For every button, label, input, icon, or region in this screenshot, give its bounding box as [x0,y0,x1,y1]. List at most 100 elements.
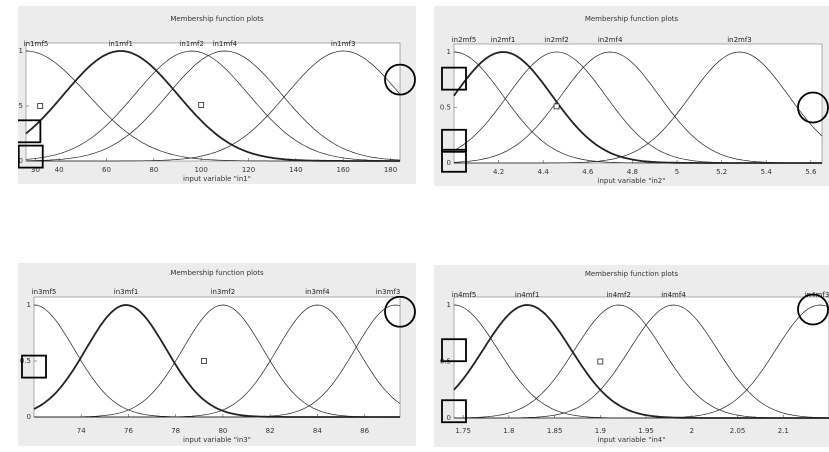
annotation-square [441,148,467,173]
series-line-in1mf3 [26,50,401,162]
y-tick-label: 0 [19,157,23,165]
x-tick-label: 80 [149,166,158,174]
series-line-in4mf2 [454,304,829,419]
series-label: in4mf1 [515,291,540,299]
y-tick-label: 0.5 [18,102,23,110]
x-tick-label: 84 [313,427,322,435]
chart-panel-2: Membership function plots 0 0.5 1 4.2 4.4 4.6 4… [434,6,829,186]
series-label: in1mf4 [213,40,238,48]
x-tick-label: 5.4 [761,168,773,176]
series-line-in1mf2 [25,50,401,162]
y-tick-label: 0.5 [20,357,31,365]
x-tick-label: 5 [675,168,679,176]
point-marker [198,102,205,108]
x-tick-label: 2 [690,427,694,435]
y-tick-label: 0 [27,413,31,421]
x-tick-label: 4.2 [493,168,504,176]
x-axis-label: input variable "in4" [598,436,666,444]
series-label: in2mf3 [727,36,752,44]
series-group [453,304,829,419]
series-label: in3mf2 [211,288,236,296]
series-label: in2mf5 [452,36,477,44]
series-group [33,304,401,418]
series-group [25,50,401,162]
series-group [453,51,823,164]
x-tick-label: 1.75 [455,427,471,435]
annotation-square [21,354,47,379]
chart-panel-4: Membership function plots 0 0.5 1 1.75 1.8 1.8… [434,265,829,447]
point-marker [597,358,604,365]
point-marker [37,103,44,109]
chart-svg: Membership function plots 0 0.5 1 74 76 78 80 82… [20,269,416,444]
x-tick-label: 74 [77,427,86,435]
x-axis-label: input variable "in3" [183,436,251,444]
x-tick-label: 30 [31,166,40,174]
y-tick-label: 1 [19,47,23,55]
x-tick-label: 2.1 [778,427,789,435]
x-tick-label: 2.05 [730,427,746,435]
series-line-in4mf3 [454,304,829,419]
x-tick-label: 1.85 [547,427,563,435]
annotation-square [441,399,467,424]
point-marker [553,103,560,110]
series-label: in1mf1 [108,40,133,48]
y-tick-label: 0 [447,414,451,422]
x-tick-label: 1.8 [503,427,514,435]
x-tick-label: 5.6 [805,168,817,176]
series-label: in4mf4 [661,291,686,299]
x-tick-label: 80 [218,427,227,435]
chart-svg: Membership function plots 0 0.5 1 4.2 4.4 4.6 4… [440,15,829,185]
chart-panel-3: Membership function plots 0 0.5 1 74 76 78 80 82… [18,263,416,446]
annotation-circle [384,295,416,328]
annotation-square [18,119,42,144]
annotation-square [441,338,467,363]
series-label: in2mf4 [598,36,623,44]
x-tick-label: 120 [242,166,255,174]
x-axis-label: input variable "in2" [598,177,666,185]
x-tick-label: 60 [102,166,111,174]
series-line-in2mf4 [453,51,822,164]
annotation-circle [797,293,829,326]
series-label: in3mf4 [305,288,330,296]
series-line-in2mf2 [453,51,822,164]
annotation-circle [384,63,416,96]
y-tick-label: 1 [27,301,31,309]
x-tick-label: 82 [266,427,275,435]
series-line-in3mf1 [33,304,400,418]
chart-title: Membership function plots [585,270,679,278]
plot-area [453,296,829,419]
chart-panel-1: Membership function plots 0 0.5 1 30 40 60 80 10… [18,6,416,184]
series-label: in3mf5 [32,288,57,296]
x-tick-label: 1.95 [638,427,654,435]
annotation-square [441,128,467,153]
y-tick-label: 0.5 [440,104,451,112]
x-tick-label: 86 [360,427,369,435]
series-label: in1mf3 [331,40,356,48]
point-marker [201,358,207,364]
series-label: in2mf1 [491,36,516,44]
series-line-in2mf3 [454,51,823,164]
series-label: in1mf2 [179,40,204,48]
x-axis-label: input variable "in1" [183,175,251,183]
y-tick-label: 0 [447,159,451,167]
annotation-circle [797,91,829,124]
series-label: in3mf3 [376,288,401,296]
x-tick-label: 4.8 [627,168,638,176]
y-tick-label: 1 [447,301,451,309]
series-label: in1mf5 [24,40,49,48]
series-label: in4mf2 [606,291,631,299]
series-label: in3mf1 [114,288,139,296]
annotation-square [441,66,467,91]
series-line-in3mf3 [34,304,401,418]
x-tick-label: 4.4 [538,168,550,176]
series-line-in1mf1 [25,50,400,162]
plot-area [33,296,401,418]
series-label: in2mf2 [544,36,569,44]
x-tick-label: 160 [337,166,350,174]
series-line-in3mf2 [34,304,400,418]
annotation-square [18,144,44,169]
series-label: in4mf5 [452,291,477,299]
x-tick-label: 140 [289,166,302,174]
plot-area [453,43,823,164]
